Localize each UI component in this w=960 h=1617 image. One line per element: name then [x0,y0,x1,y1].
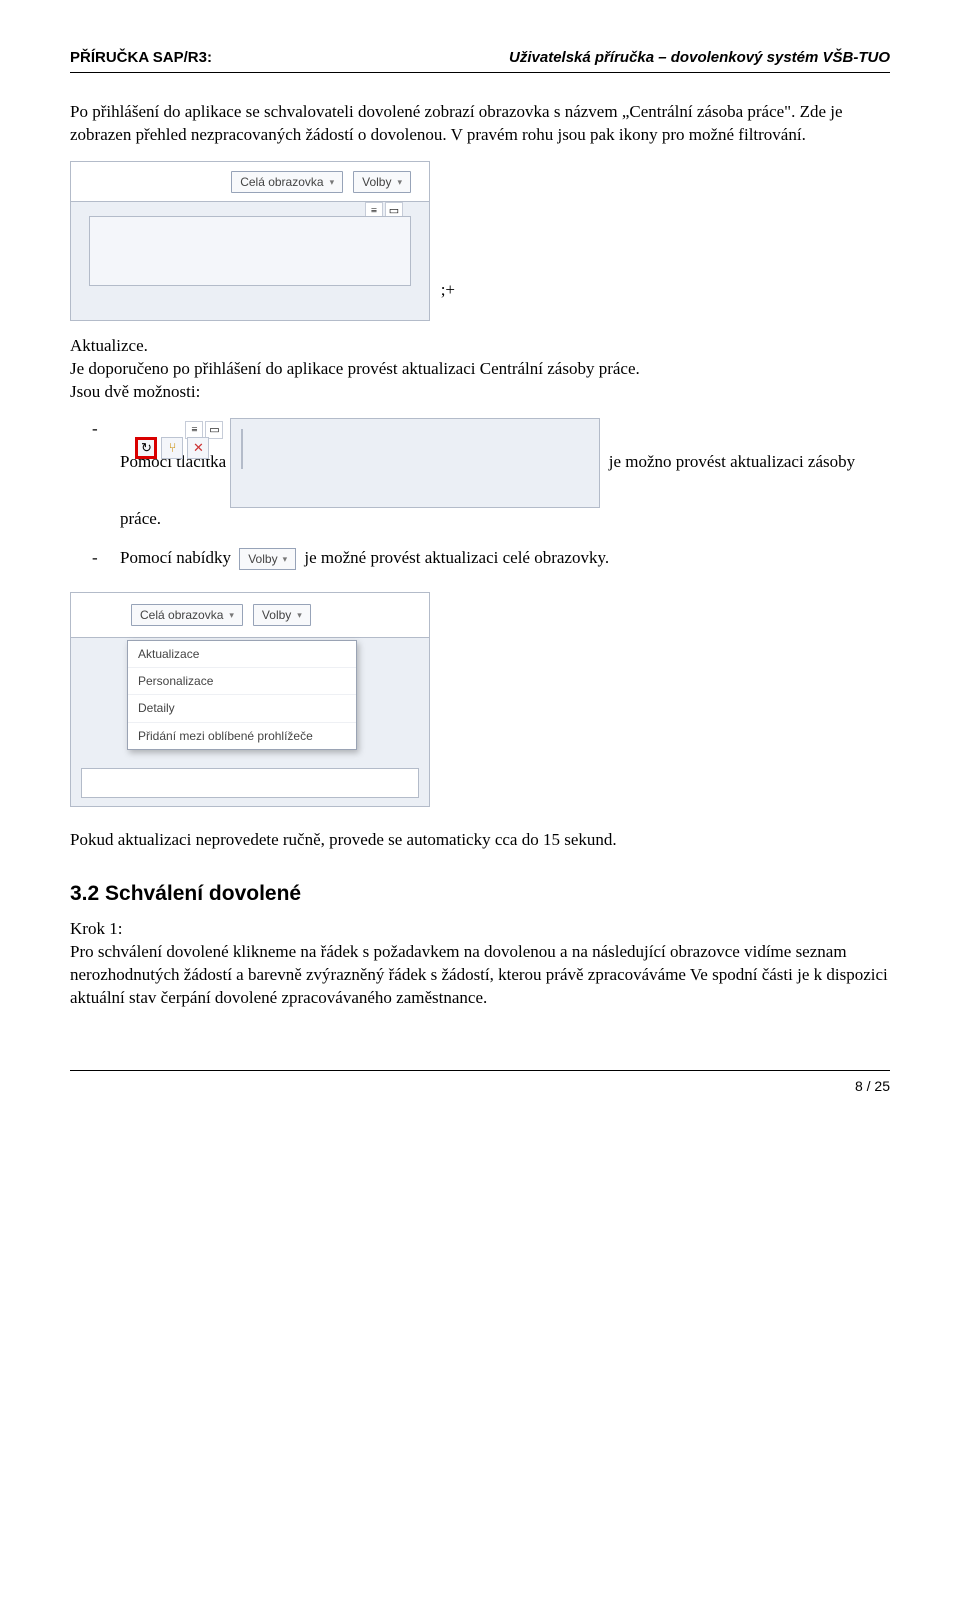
aktualizce-line1: Je doporučeno po přihlášení do aplikace … [70,359,640,378]
chevron-down-icon: ▾ [397,176,402,188]
aktualizce-title: Aktualizce. [70,336,148,355]
chevron-down-icon: ▾ [283,553,288,565]
fullscreen-label: Celá obrazovka [140,607,223,623]
chevron-down-icon: ▾ [229,609,234,621]
options-menu: Aktualizace Personalizace Detaily Přidán… [127,640,357,750]
menu-item-detaily[interactable]: Detaily [128,694,356,721]
options-dropdown-open[interactable]: Volby ▾ [253,604,311,626]
clear-filter-icon[interactable]: ✕ [187,437,209,459]
options-label: Volby [362,174,391,190]
options-button-inline[interactable]: Volby ▾ [239,548,296,570]
option-2: Pomocí nabídky Volby ▾ je možné provést … [106,547,890,570]
option-1: Pomocí tlačítka ≡ ▭ ↻ ⑂ ✕ je [106,418,890,531]
aktualizce-block: Aktualizce. Je doporučeno po přihlášení … [70,335,890,404]
chevron-down-icon: ▾ [297,609,302,621]
plus-annotation: ;+ [441,279,455,302]
fullscreen-dropdown[interactable]: Celá obrazovka ▾ [131,604,243,626]
page-number: 8 / 25 [855,1078,890,1094]
screenshot3-toolbar: Celá obrazovka ▾ Volby ▾ [71,593,429,638]
menu-item-pridani[interactable]: Přidání mezi oblíbené prohlížeče [128,722,356,749]
section-title: 3.2 Schválení dovolené [70,880,890,908]
auto-refresh-note: Pokud aktualizaci neprovedete ručně, pro… [70,829,890,852]
header-right: Uživatelská příručka – dovolenkový systé… [509,48,890,68]
options-button-label: Volby [248,551,277,567]
fullscreen-dropdown[interactable]: Celá obrazovka ▾ [231,171,343,193]
screenshot3-panel [81,768,419,798]
fullscreen-label: Celá obrazovka [240,174,323,190]
screenshot-refresh-button: ≡ ▭ ↻ ⑂ ✕ [230,418,600,508]
section-paragraph: Pro schválení dovolené klikneme na řádek… [70,942,888,1007]
screenshot-options-menu: Celá obrazovka ▾ Volby ▾ Aktualizace Per… [70,592,430,807]
screenshot-filter-icons: Celá obrazovka ▾ Volby ▾ ≡ ▭ ;+ [70,161,430,321]
step-label: Krok 1: [70,919,122,938]
menu-item-aktualizace[interactable]: Aktualizace [128,641,356,667]
options-label: Volby [262,607,291,623]
option2-text-b: je možné provést aktualizaci celé obrazo… [304,548,609,567]
screenshot1-panel [89,216,411,286]
chevron-down-icon: ▾ [330,176,335,188]
menu-item-personalizace[interactable]: Personalizace [128,667,356,694]
section-body: Krok 1: Pro schválení dovolené klikneme … [70,918,890,1010]
header-left: PŘÍRUČKA SAP/R3: [70,48,212,68]
options-dropdown[interactable]: Volby ▾ [353,171,411,193]
filter-icon[interactable]: ⑂ [161,437,183,459]
intro-paragraph: Po přihlášení do aplikace se schvalovate… [70,101,890,147]
options-list: Pomocí tlačítka ≡ ▭ ↻ ⑂ ✕ je [70,418,890,570]
refresh-icon[interactable]: ↻ [135,437,157,459]
option2-text-a: Pomocí nabídky [120,548,231,567]
screenshot1-toolbar: Celá obrazovka ▾ Volby ▾ [71,162,429,202]
page-header: PŘÍRUČKA SAP/R3: Uživatelská příručka – … [70,48,890,73]
aktualizce-line2: Jsou dvě možnosti: [70,382,200,401]
page-footer: 8 / 25 [70,1070,890,1096]
